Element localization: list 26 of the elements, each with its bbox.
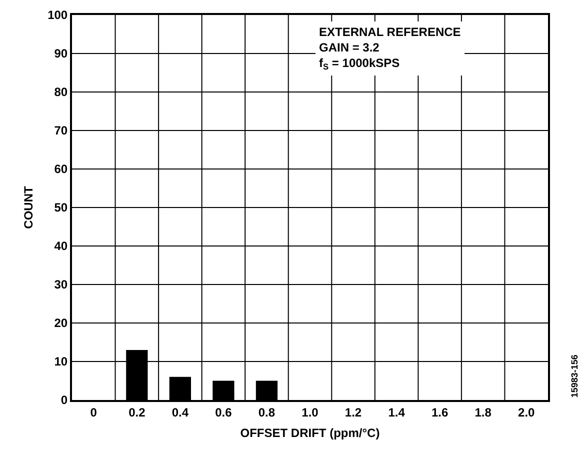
y-tick-label: 50 xyxy=(54,200,68,215)
x-tick-label: 0.4 xyxy=(172,405,189,420)
y-tick-label: 0 xyxy=(60,393,68,408)
y-tick-label: 60 xyxy=(54,162,68,176)
x-tick-label: 0.2 xyxy=(128,405,146,420)
y-tick-label: 80 xyxy=(54,85,68,100)
x-tick-label: 1.8 xyxy=(474,405,492,420)
x-tick-label: 2.0 xyxy=(518,405,536,420)
y-axis-title: COUNT xyxy=(21,186,36,229)
text: 15983-156 xyxy=(570,354,578,398)
y-tick-label: 30 xyxy=(54,278,68,292)
x-axis-title: OFFSET DRIFT (ppm/°C) xyxy=(240,426,380,440)
y-tick-label: 100 xyxy=(48,8,68,22)
y-tick-label: 10 xyxy=(54,354,68,369)
x-tick-label: 0 xyxy=(90,405,98,420)
y-tick-label: 20 xyxy=(54,316,68,330)
x-tick-label: 1.4 xyxy=(388,405,406,420)
x-tick-label: 1.2 xyxy=(344,405,362,420)
y-tick-label: 40 xyxy=(54,239,68,254)
y-tick-label: 70 xyxy=(54,124,68,138)
x-tick-label: 0.8 xyxy=(258,405,276,420)
y-tick-label: 90 xyxy=(54,46,68,61)
annotation: EXTERNAL REFERENCE GAIN = 3.2 f$_{S}$ = 1000kSPS xyxy=(319,25,461,72)
x-tick-label: 1.6 xyxy=(431,405,448,420)
x-tick-label: 0.6 xyxy=(215,405,232,420)
x-tick-label: 1.0 xyxy=(302,405,319,420)
